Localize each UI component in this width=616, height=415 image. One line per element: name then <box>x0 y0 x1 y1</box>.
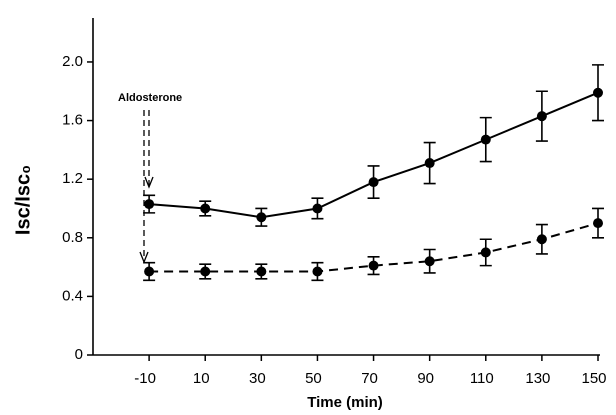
data-point <box>256 212 267 223</box>
x-tick-label: 90 <box>417 370 434 387</box>
annotation-arrow <box>139 110 154 264</box>
y-tick-label: 0.4 <box>62 287 83 304</box>
data-point <box>480 247 491 258</box>
y-axis-label: Isc/Isc₀ <box>12 165 34 235</box>
x-tick-label: 50 <box>305 370 322 387</box>
data-point <box>200 266 211 277</box>
x-tick-label: 150 <box>581 370 606 387</box>
y-tick-label: 2.0 <box>62 53 83 70</box>
x-tick-label: 130 <box>525 370 550 387</box>
data-point <box>424 158 435 169</box>
x-axis-label: Time (min) <box>307 394 383 411</box>
annotation: Aldosterone <box>118 92 182 104</box>
data-point <box>200 203 211 214</box>
data-point <box>424 256 435 267</box>
data-point <box>144 199 155 210</box>
data-point <box>312 266 323 277</box>
x-tick-label: 30 <box>249 370 266 387</box>
data-point <box>256 266 267 277</box>
series-line <box>149 222 599 273</box>
data-point <box>536 111 547 122</box>
data-point <box>593 218 603 229</box>
data-point <box>312 203 323 214</box>
y-tick-label: 1.6 <box>62 112 83 129</box>
y-tick-label: 1.2 <box>62 170 83 187</box>
y-tick-label: 0.8 <box>62 229 83 246</box>
data-point <box>536 234 547 245</box>
x-tick-label: 10 <box>193 370 210 387</box>
data-point <box>368 177 379 188</box>
data-point <box>593 87 603 98</box>
x-tick-label: -10 <box>134 370 156 387</box>
data-point <box>480 134 491 145</box>
data-point <box>368 260 379 271</box>
data-point <box>144 266 155 277</box>
y-tick-label: 0 <box>75 346 83 363</box>
x-tick-label: 110 <box>470 370 494 387</box>
x-tick-label: 70 <box>361 370 378 387</box>
